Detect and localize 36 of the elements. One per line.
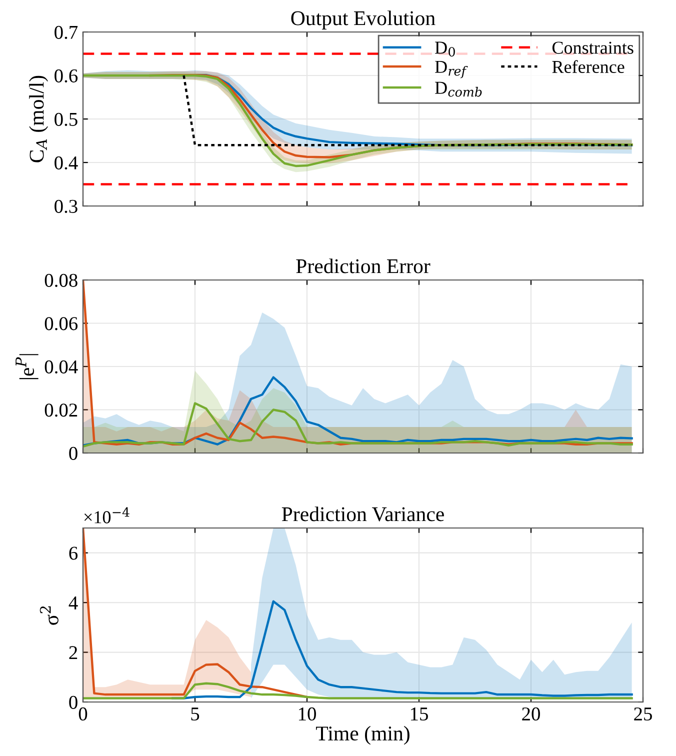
y-tick-label: 0.08 bbox=[44, 274, 78, 288]
y-tick-label: 0.5 bbox=[54, 112, 78, 126]
x-tick-label: 25 bbox=[634, 707, 652, 721]
legend-label: D$_{comb}$ bbox=[435, 82, 482, 97]
y-tick-label: 2 bbox=[69, 646, 78, 660]
y-tick-label: 0.4 bbox=[54, 156, 78, 170]
y-tick-label: 0.04 bbox=[44, 360, 78, 374]
ref-line-label: Constraints bbox=[552, 42, 634, 54]
chart-title: Prediction Variance bbox=[282, 506, 444, 522]
y-tick-label: 4 bbox=[68, 596, 78, 610]
y-tick-label: 0.06 bbox=[44, 317, 78, 330]
x-tick-label: 0 bbox=[78, 707, 88, 721]
y-tick-label: 0.02 bbox=[44, 404, 78, 417]
y-axis-title: C$_{A}$ (mol/l) bbox=[29, 76, 48, 162]
chart-title: Output Evolution bbox=[291, 10, 436, 30]
y-tick-label: 0.6 bbox=[54, 69, 78, 83]
x-axis-title: Time (min) bbox=[316, 726, 410, 745]
x-tick-label: 20 bbox=[522, 707, 540, 721]
legend-label: Reference bbox=[552, 60, 624, 74]
x-tick-label: 15 bbox=[410, 708, 428, 721]
y-tick-label: 0.7 bbox=[54, 26, 78, 40]
legend-label: D$_{0}$ bbox=[435, 42, 455, 57]
line-series bbox=[83, 528, 308, 698]
y-axis-title: |e$^{P}$| bbox=[16, 354, 38, 380]
x-tick-label: 5 bbox=[191, 708, 200, 721]
legend-label: D$_{ref}$ bbox=[435, 60, 468, 78]
y-tick-label: 0 bbox=[69, 696, 78, 709]
y-axis-title: σ$^{2}$ bbox=[40, 606, 58, 625]
x-tick-label: 10 bbox=[298, 707, 316, 721]
y-tick-label: 6 bbox=[69, 546, 78, 560]
line-series bbox=[83, 402, 633, 448]
chart-title: Prediction Error bbox=[296, 258, 430, 274]
y-tick-label: 0 bbox=[69, 446, 78, 460]
text: ×10$^{−4}$ bbox=[84, 507, 130, 524]
y-tick-label: 0.3 bbox=[54, 200, 78, 214]
line-series bbox=[83, 682, 633, 700]
